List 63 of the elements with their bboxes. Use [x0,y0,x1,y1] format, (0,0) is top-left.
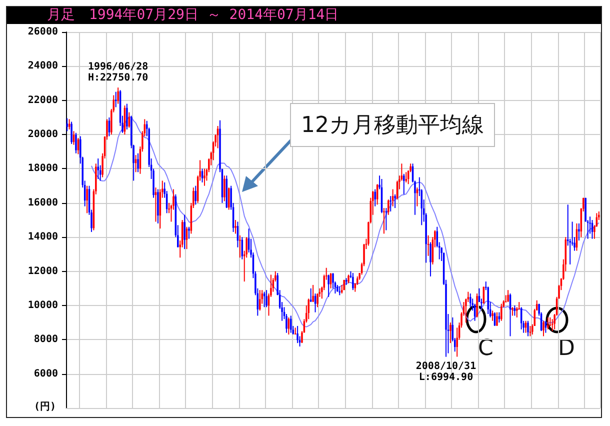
candlestick [86,185,88,214]
candlestick [316,292,318,308]
candlestick [492,310,494,322]
candlestick [114,91,117,108]
candlestick [204,168,206,186]
candlestick [308,298,310,320]
candlestick [469,292,472,308]
candlestick [374,188,376,207]
candlestick [296,325,298,344]
candlestick [126,103,128,130]
y-tick-label: 10000 [28,300,58,311]
candlestick [184,214,186,250]
y-tick-label: 12000 [28,266,58,277]
candlestick [70,121,72,144]
candlestick [266,290,268,308]
candlestick [258,290,261,312]
candlestick [547,316,549,330]
candlestick [117,87,119,104]
candlestick [239,234,241,258]
candlestick [352,272,354,291]
candlestick [188,226,190,240]
candlestick [394,194,396,209]
candlestick [430,242,432,277]
candlestick [476,292,478,318]
y-tick-label: 16000 [28,197,58,208]
candlestick [290,315,292,334]
y-axis-title: (円) [34,402,56,412]
candlestick [578,222,580,242]
candlestick [312,284,314,303]
y-tick-label: 18000 [28,163,58,174]
annotation: 2008/10/31 L:6994.90 [416,360,476,383]
candlestick [405,172,408,183]
candlestick [480,298,482,310]
y-tick-label: 8000 [34,334,58,346]
candlestick [75,132,77,154]
candlestick [224,175,226,202]
annotation: 1996/06/28 H:22750.70 [88,62,148,84]
candlestick [450,322,452,344]
candlestick [66,118,68,132]
y-tick-label: 6000 [34,368,58,380]
candlestick [234,220,236,234]
y-tick-label: 22000 [28,94,58,106]
candlestick [157,188,159,224]
y-tick-label: 24000 [28,60,58,72]
candlestick [514,304,516,316]
candlestick [388,198,390,216]
y-tick-label: 20000 [28,129,58,140]
y-tick-label: 14000 [28,232,58,243]
candlestick [496,312,498,326]
candlestick [527,320,529,337]
candlestick [194,185,197,206]
text: 12カ月移動平均線 [290,103,495,147]
candlestick [97,158,100,180]
chart-title: 月足 1994年07月29日 ～ 2014年07月14日 [7,7,601,24]
candlestick [507,290,509,303]
candlestick [383,208,385,234]
candlestick [328,274,330,298]
candlestick [500,303,502,322]
candlestick [390,196,392,212]
y-tick-label: 26000 [28,26,58,38]
candlestick [542,320,544,337]
candlestick [137,152,139,173]
candlestick [403,173,405,195]
